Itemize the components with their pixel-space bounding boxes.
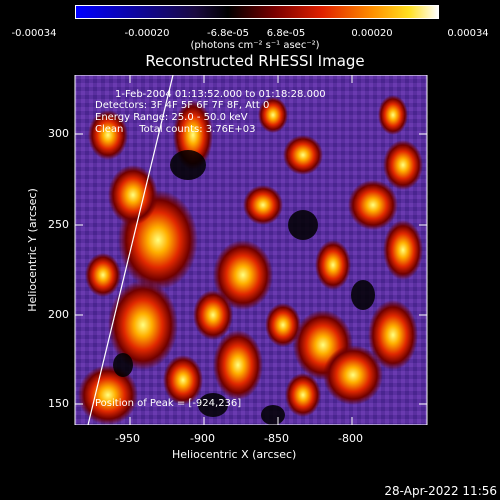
emission-source [383,220,423,280]
dark-region [198,393,228,417]
emission-source [78,365,138,425]
y-axis-label: Heliocentric Y (arcsec) [26,188,39,312]
limb-line [87,75,174,425]
emission-source [213,240,273,310]
x-tick-label: -800 [338,432,363,445]
emission-source [378,95,408,135]
dark-region [170,150,206,180]
x-tick-label: -950 [115,432,140,445]
clean-counts-text: Clean Total counts: 3.76E+03 [95,124,256,135]
detectors-text: Detectors: 3F 4F 5F 6F 7F 8F, Att 0 [95,100,270,111]
y-tick-label: 250 [48,218,69,231]
colorbar-tick: -0.00020 [124,28,170,39]
emission-source [285,373,321,417]
x-axis-label: Heliocentric X (arcsec) [172,448,297,461]
emission-source [348,180,398,230]
emission-source [383,140,423,190]
image-title: Reconstructed RHESSI Image [145,52,365,70]
emission-source [108,165,158,225]
dark-region [288,210,318,240]
emission-source [163,355,203,405]
colorbar-units: (photons cm⁻² s⁻¹ asec⁻²) [190,40,320,51]
emission-source [258,97,288,133]
colorbar-tick: 6.8e-05 [266,28,306,39]
emission-source [368,300,418,370]
emission-source [323,345,383,405]
peak-position-text: Position of Peak = [-924,236] [95,398,242,409]
y-tick-label: 300 [48,127,69,140]
emission-source [85,253,121,297]
emission-source [193,290,233,340]
plot-frame [74,75,428,425]
colorbar-tick: 0.00020 [351,28,393,39]
map-image [75,75,427,425]
dark-region [261,405,285,425]
emission-source [243,185,283,225]
emission-source [315,240,351,290]
emission-source [88,110,128,160]
colorbar-tick: -0.00034 [11,28,57,39]
y-ticks [75,133,427,405]
emission-source [283,135,323,175]
emission-source [108,280,178,370]
x-tick-label: -900 [190,432,215,445]
energy-range-text: Energy Range: 25.0 - 50.0 keV [95,112,248,123]
emission-source [265,303,301,347]
emission-source [213,330,263,400]
y-tick-label: 150 [48,397,69,410]
dark-region [113,353,133,377]
x-ticks [129,75,353,425]
dark-region [351,280,375,310]
colorbar [75,5,439,19]
colorbar-tick: -6.8e-05 [207,28,249,39]
time-range-text: 1-Feb-2004 01:13:52.000 to 01:18:28.000 [115,89,326,100]
rhessi-map [74,75,428,425]
colorbar-tick: 0.00034 [447,28,489,39]
y-tick-label: 200 [48,308,69,321]
footer-timestamp: 28-Apr-2022 11:56 [384,484,497,498]
x-tick-label: -850 [264,432,289,445]
